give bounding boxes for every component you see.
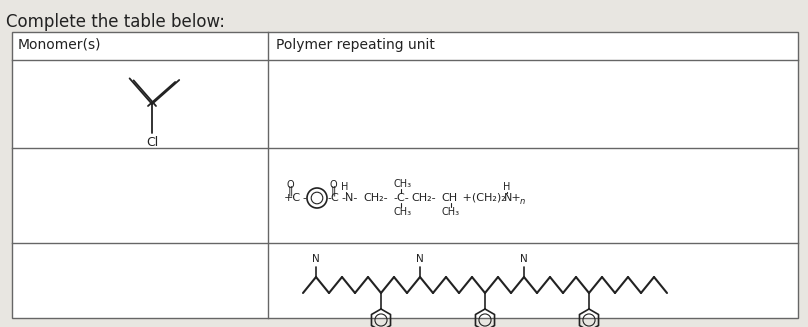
Text: CH₃: CH₃ (394, 179, 412, 189)
Text: H: H (503, 182, 511, 192)
Text: ‖: ‖ (330, 186, 336, 196)
Text: O: O (329, 180, 337, 190)
Text: CH₂-: CH₂- (411, 193, 436, 203)
Text: -C-: -C- (393, 193, 409, 203)
Text: -N-: -N- (341, 193, 357, 203)
Bar (12, 32, 798, 318)
Text: H: H (341, 182, 349, 192)
Text: ‖: ‖ (288, 186, 292, 196)
Text: +C: +C (284, 193, 301, 203)
Text: CH₃: CH₃ (394, 207, 412, 217)
Text: Polymer repeating unit: Polymer repeating unit (276, 38, 435, 52)
Text: -C: -C (327, 193, 339, 203)
Text: Complete the table below:: Complete the table below: (6, 13, 225, 31)
Text: O: O (286, 180, 294, 190)
Text: CH₃: CH₃ (442, 207, 460, 217)
Text: CH: CH (441, 193, 457, 203)
Text: N: N (416, 254, 424, 264)
Text: +(CH₂)₂: +(CH₂)₂ (459, 193, 506, 203)
Text: N+: N+ (504, 193, 522, 203)
Text: -: - (302, 193, 306, 203)
Text: Cl: Cl (146, 136, 158, 149)
Text: n: n (520, 198, 525, 206)
Text: CH₂-: CH₂- (363, 193, 388, 203)
Text: Monomer(s): Monomer(s) (18, 38, 102, 52)
Text: N: N (520, 254, 528, 264)
Text: N: N (312, 254, 320, 264)
